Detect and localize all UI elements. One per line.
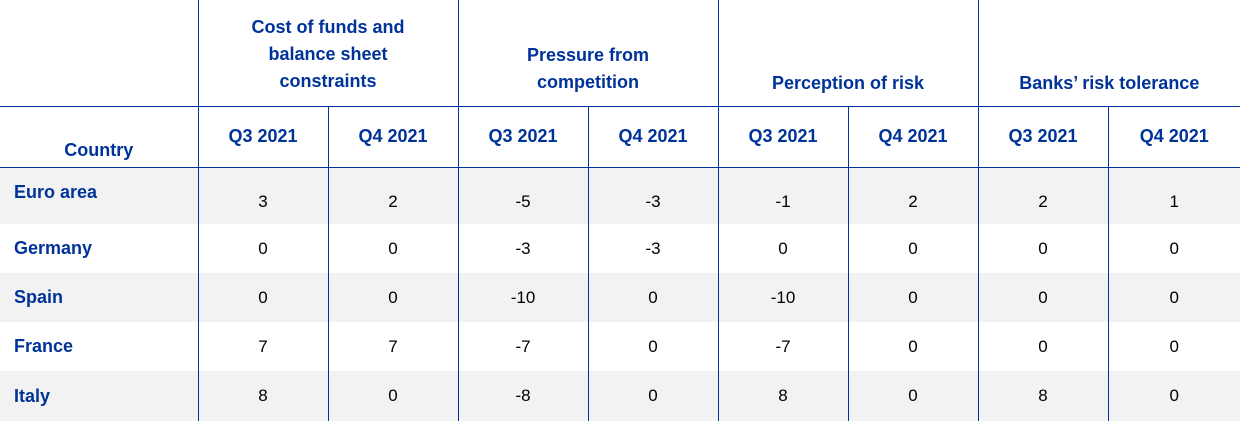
table-cell: 8 <box>717 371 849 421</box>
country-column-header: Country <box>0 106 198 168</box>
country-name: Spain <box>0 273 198 322</box>
table-cell: 0 <box>197 273 328 322</box>
table-row-germany: Germany 0 0 -3 -3 0 0 0 0 <box>0 224 1240 273</box>
table-cell: 8 <box>197 371 328 421</box>
corner-cell <box>0 0 198 107</box>
quarter-header: Q4 2021 <box>1107 106 1240 168</box>
group-header-row: Cost of funds and balance sheet constrai… <box>0 0 1240 107</box>
table-row-france: France 7 7 -7 0 -7 0 0 0 <box>0 322 1240 371</box>
table-row-euro-area: Euro area 3 2 -5 -3 -1 2 2 1 <box>0 167 1240 224</box>
quarter-header: Q3 2021 <box>197 106 328 168</box>
country-name: Euro area <box>0 167 198 224</box>
table-cell: 7 <box>327 322 459 371</box>
quarter-header: Q3 2021 <box>717 106 849 168</box>
group-header-perception-of-risk: Perception of risk <box>717 0 979 107</box>
group-header-pressure-from-competition: Pressure from competition <box>457 0 719 107</box>
table-cell: 3 <box>197 167 328 224</box>
quarter-header: Q4 2021 <box>327 106 459 168</box>
table-row-italy: Italy 8 0 -8 0 8 0 8 0 <box>0 371 1240 421</box>
table-cell: 0 <box>1107 371 1240 421</box>
country-name: France <box>14 336 74 356</box>
table-cell: 0 <box>847 273 979 322</box>
table-cell: 2 <box>327 167 459 224</box>
table-cell: -7 <box>717 322 849 371</box>
table-cell: -3 <box>587 224 719 273</box>
table-cell: 2 <box>847 167 979 224</box>
group-header-cost-of-funds: Cost of funds and balance sheet constrai… <box>197 0 459 107</box>
table-cell: 0 <box>847 322 979 371</box>
table-cell: 0 <box>977 273 1109 322</box>
table-cell: 1 <box>1107 167 1240 224</box>
table-cell: 2 <box>977 167 1109 224</box>
table-cell: -10 <box>457 273 589 322</box>
table-cell: 0 <box>847 224 979 273</box>
table-cell: 0 <box>587 273 719 322</box>
table-row-spain: Spain 0 0 -10 0 -10 0 0 0 <box>0 273 1240 322</box>
quarter-header: Q4 2021 <box>847 106 979 168</box>
group-header-line: Cost of funds and <box>251 17 405 37</box>
table-cell: 0 <box>197 224 328 273</box>
country-name: Germany <box>14 238 93 258</box>
table-cell: 0 <box>847 371 979 421</box>
table-cell: 0 <box>977 322 1109 371</box>
table-cell: 0 <box>327 224 459 273</box>
table-cell: -10 <box>717 273 849 322</box>
table-cell: 7 <box>197 322 328 371</box>
table-cell: 0 <box>977 224 1109 273</box>
group-header-line: Pressure from <box>526 45 650 65</box>
table-cell: -3 <box>587 167 719 224</box>
quarter-header: Q3 2021 <box>457 106 589 168</box>
group-header-line: constraints <box>279 71 377 91</box>
bank-survey-table: Cost of funds and balance sheet constrai… <box>0 0 1240 421</box>
table-cell: 0 <box>587 322 719 371</box>
table-cell: 0 <box>1107 224 1240 273</box>
table-cell: 8 <box>977 371 1109 421</box>
table-cell: -8 <box>457 371 589 421</box>
table-cell: 0 <box>1107 322 1240 371</box>
country-header-label: Country <box>64 139 134 160</box>
quarter-header: Q3 2021 <box>977 106 1109 168</box>
table-cell: -3 <box>457 224 589 273</box>
group-header-line: Banks’ risk tolerance <box>1019 73 1200 93</box>
country-name: Italy <box>0 371 198 421</box>
table-cell: -1 <box>717 167 849 224</box>
table-cell: -5 <box>457 167 589 224</box>
group-header-line: balance sheet <box>268 44 388 64</box>
group-header-risk-tolerance: Banks’ risk tolerance <box>977 0 1240 107</box>
group-header-line: Perception of risk <box>772 73 925 93</box>
table-cell: -7 <box>457 322 589 371</box>
table-cell: 0 <box>1107 273 1240 322</box>
quarter-header: Q4 2021 <box>587 106 719 168</box>
quarter-header-row: Country Q3 2021 Q4 2021 Q3 2021 Q4 2021 … <box>0 106 1240 168</box>
table-cell: 0 <box>327 273 459 322</box>
table-cell: 0 <box>327 371 459 421</box>
group-header-line: competition <box>537 72 640 92</box>
table-cell: 0 <box>587 371 719 421</box>
table-cell: 0 <box>717 224 849 273</box>
